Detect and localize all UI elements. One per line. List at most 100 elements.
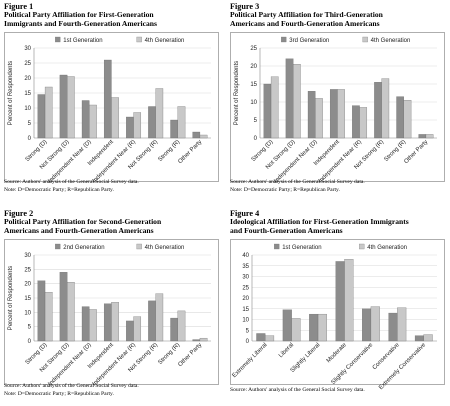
bar [89, 104, 97, 139]
legend-swatch [281, 36, 287, 43]
legend-label: 3rd Generation [289, 38, 329, 44]
bar [381, 78, 390, 139]
figure-notes: Source: Authors' analysis of the General… [230, 386, 365, 394]
bar [309, 313, 319, 342]
legend-swatch [359, 243, 365, 250]
y-tick-label: 20 [24, 76, 31, 82]
y-tick-label: 5 [246, 328, 250, 334]
y-tick-label: 25 [242, 285, 249, 291]
chart-legend: 1st Generation 4th Generation [55, 36, 185, 44]
y-tick-label: 5 [28, 325, 32, 331]
figure-1: Figure 1 Political Party Affiliation for… [4, 2, 224, 198]
bar [388, 312, 398, 342]
y-tick-label: 25 [250, 46, 257, 52]
figure-title-line: and Fourth-Generation Americans [230, 225, 343, 235]
bar [67, 76, 75, 139]
figure-3: Figure 3 Political Party Affiliation for… [230, 2, 448, 198]
y-tick-label: 20 [250, 64, 257, 70]
bar [111, 97, 119, 139]
y-tick-label: 20 [242, 296, 249, 302]
bar [177, 310, 186, 342]
figure-4-bar-chart: 1st Generation 4th Generation 0 5 10 15 20 25 30… [230, 239, 445, 391]
figure-title-line: Ideological Affiliation for First-Genera… [230, 217, 409, 226]
chart-legend: 1st Generation 4th Generation [274, 243, 407, 251]
legend-swatch [55, 36, 61, 43]
bar [256, 333, 266, 342]
figure-number: Figure 2 [4, 209, 34, 218]
bar [265, 335, 275, 342]
bar [81, 306, 90, 342]
bar [374, 82, 382, 139]
bar [352, 105, 360, 139]
bar [148, 300, 156, 342]
bar [111, 302, 119, 342]
y-tick-label: 0 [246, 339, 250, 345]
legend-label: 1st Generation [282, 245, 321, 251]
bar [133, 112, 142, 139]
y-tick-label: 30 [24, 253, 31, 259]
figure-2-bar-chart: 2nd Generation 4th Generation 0 5 10 15 20 25 30… [4, 239, 219, 387]
legend-label: 4th Generation [145, 245, 185, 251]
y-tick-label: 40 [242, 253, 249, 259]
bar [103, 303, 112, 342]
bar [307, 91, 316, 139]
legend-label: 2nd Generation [63, 245, 104, 251]
bar [148, 106, 156, 139]
source-note: Source: Authors' analysis of the General… [4, 179, 139, 185]
bar [397, 307, 407, 342]
bar [59, 74, 68, 139]
y-tick-label: 5 [254, 118, 258, 124]
y-axis-label: Percent of Respondents [8, 61, 14, 125]
bar [192, 131, 201, 139]
chart-legend: 3rd Generation 4th Generation [281, 36, 411, 44]
figure-number: Figure 4 [230, 209, 260, 218]
legend-swatch [136, 36, 142, 43]
bar [59, 272, 68, 342]
bar [418, 134, 427, 139]
bar [155, 88, 164, 139]
chart-legend: 2nd Generation 4th Generation [55, 243, 185, 251]
bar [362, 308, 372, 342]
figure-notes: Source: Authors' analysis of the General… [4, 178, 139, 194]
abbreviation-note: Note: D=Democratic Party; R=Republican P… [230, 187, 340, 193]
figure-title-line: Immigrants and Fourth-Generation America… [4, 18, 157, 28]
bar [403, 100, 412, 139]
bar [285, 58, 294, 139]
figure-title-line: Political Party Affiliation for First-Ge… [4, 10, 154, 19]
bar [177, 106, 186, 139]
figure-notes: Source: Authors' analysis of the General… [4, 382, 139, 398]
legend-label: 4th Generation [145, 38, 185, 44]
figure-title: Political Party Affiliation for Third-Ge… [230, 10, 448, 28]
bar [291, 318, 301, 342]
figure-title-line: Political Party Affiliation for Second-G… [4, 217, 162, 226]
legend-label: 4th Generation [367, 245, 407, 251]
bar [199, 134, 208, 139]
bar [425, 134, 434, 139]
y-axis-label: Percent of Respondents [234, 61, 240, 125]
y-tick-label: 10 [24, 310, 31, 316]
figure-title: Ideological Affiliation for First-Genera… [230, 217, 448, 235]
bar [423, 334, 433, 342]
y-tick-label: 30 [242, 275, 249, 281]
bar [170, 317, 178, 342]
y-tick-label: 15 [24, 296, 31, 302]
y-tick-label: 25 [24, 61, 31, 67]
bar [126, 116, 134, 139]
bar [270, 76, 279, 139]
figure-4: Figure 4 Ideological Affiliation for Fir… [230, 209, 448, 405]
y-tick-label: 15 [250, 82, 257, 88]
figure-1-bar-chart: 1st Generation 4th Generation 0 5 10 15 20 25 30… [4, 32, 219, 184]
y-tick-label: 10 [250, 100, 257, 106]
abbreviation-note: Note: D=Democratic Party; R=Republican P… [4, 187, 114, 193]
y-tick-label: 10 [242, 318, 249, 324]
figure-title-line: Political Party Affiliation for Third-Ge… [230, 10, 383, 19]
bar [337, 89, 345, 139]
legend-label: 4th Generation [371, 38, 411, 44]
bar [263, 83, 272, 139]
legend-label: 1st Generation [63, 38, 102, 44]
y-tick-label: 10 [24, 106, 31, 112]
bar [44, 86, 53, 139]
y-axis-label: Percent of Respondents [8, 266, 14, 330]
bar [192, 339, 201, 342]
legend-swatch [136, 243, 142, 250]
